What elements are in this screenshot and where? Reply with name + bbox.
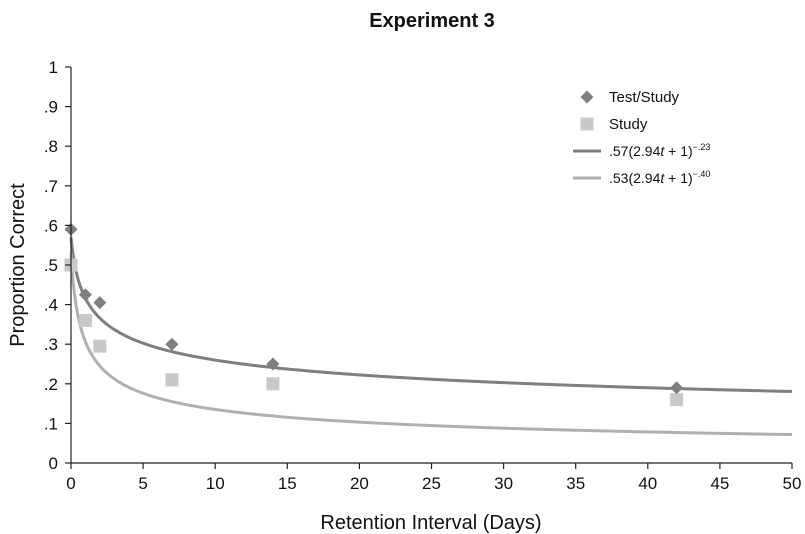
x-tick-label: 10 <box>206 474 225 493</box>
y-tick-label: .2 <box>44 375 58 394</box>
fit-label-suffix: + 1) <box>664 170 692 186</box>
fit-label-suffix: + 1) <box>664 143 692 159</box>
x-tick-label: 15 <box>278 474 297 493</box>
x-tick-label: 40 <box>638 474 657 493</box>
legend-label-1: Test/Study <box>609 89 680 106</box>
y-tick-label: .6 <box>44 216 58 235</box>
y-tick-label: .1 <box>44 414 58 433</box>
fit-curves <box>69 237 793 437</box>
legend-marker-1 <box>580 90 594 104</box>
fit-curve-1 <box>69 237 793 393</box>
legend-fit-label-1: .57(2.94t + 1)−.23 <box>609 142 710 159</box>
x-tick-label: 0 <box>66 474 75 493</box>
x-tick-label: 5 <box>138 474 147 493</box>
y-axis-label: Proportion Correct <box>7 183 29 347</box>
x-tick-label: 25 <box>422 474 441 493</box>
y-tick-label: .5 <box>44 256 58 275</box>
fit-curve-2 <box>69 252 793 437</box>
chart-title: Experiment 3 <box>369 10 495 32</box>
fit-label-prefix: .53(2.94 <box>609 170 661 186</box>
x-tick-label: 30 <box>494 474 513 493</box>
test-study-point <box>670 381 684 395</box>
y-tick-label: .3 <box>44 335 58 354</box>
fit-label-prefix: .57(2.94 <box>609 143 661 159</box>
y-tick-label: 0 <box>49 454 58 473</box>
legend-fit-label-2: .53(2.94t + 1)−.40 <box>609 169 710 186</box>
x-axis-ticks: 0 5 10 15 20 25 30 35 40 45 50 <box>66 463 801 493</box>
x-tick-label: 45 <box>710 474 729 493</box>
fit-label-exponent: −.40 <box>693 169 711 179</box>
y-tick-label: .8 <box>44 137 58 156</box>
study-point <box>78 313 92 327</box>
fit-label-var: t <box>660 143 665 159</box>
study-point <box>165 373 179 387</box>
y-tick-label: 1 <box>49 58 58 77</box>
study-point <box>670 393 684 407</box>
test-study-point <box>165 337 179 351</box>
fit-label-exponent: −.23 <box>693 142 711 152</box>
fit-label-var: t <box>660 170 665 186</box>
y-tick-label: .4 <box>44 296 58 315</box>
study-point <box>266 377 280 391</box>
legend-marker-2 <box>580 117 594 131</box>
legend-label-2: Study <box>609 116 648 133</box>
x-tick-label: 20 <box>350 474 369 493</box>
x-tick-label: 50 <box>783 474 802 493</box>
x-axis-label: Retention Interval (Days) <box>320 512 541 534</box>
x-tick-label: 35 <box>566 474 585 493</box>
test-study-point <box>78 288 92 302</box>
test-study-point <box>93 296 107 310</box>
y-axis-ticks: 0 .1 .2 .3 .4 .5 .6 .7 .8 .9 1 <box>44 58 71 473</box>
data-markers <box>64 222 684 407</box>
study-point <box>93 339 107 353</box>
y-tick-label: .9 <box>44 98 58 117</box>
y-tick-label: .7 <box>44 177 58 196</box>
test-study-point <box>266 357 280 371</box>
